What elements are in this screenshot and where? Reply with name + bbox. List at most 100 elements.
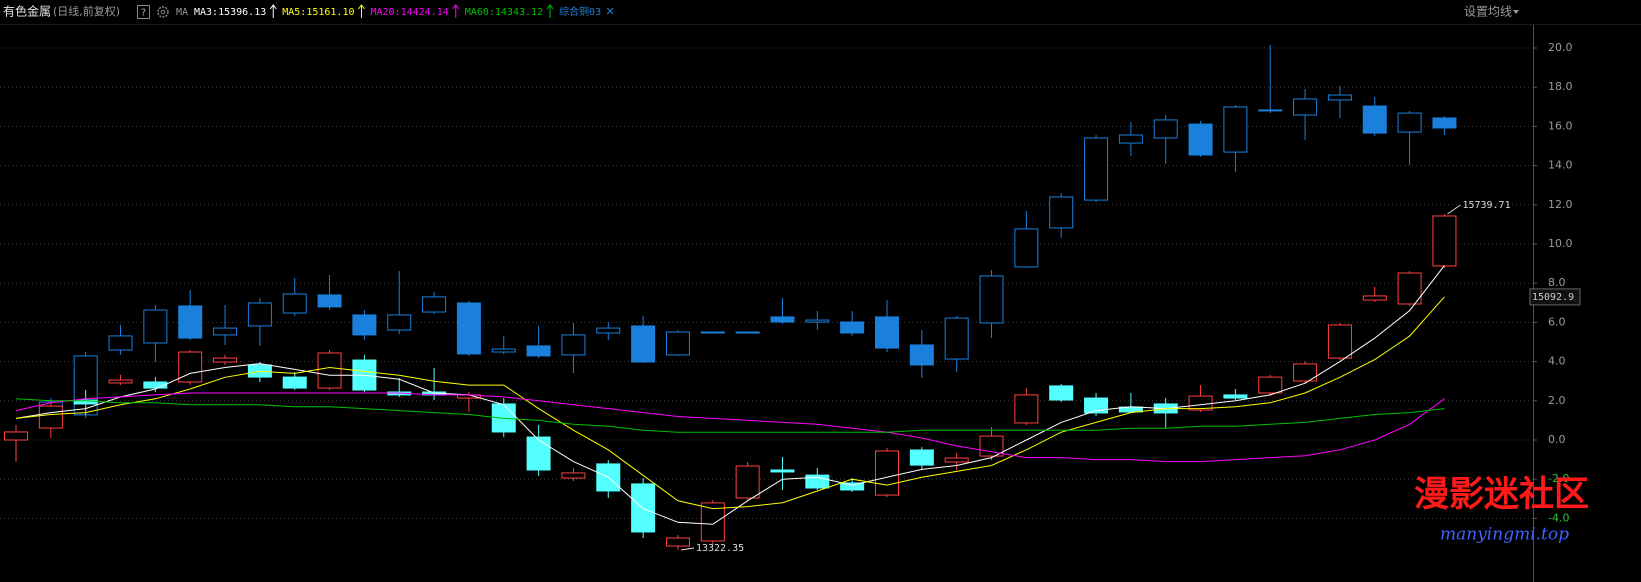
legend-arrow [269,4,277,18]
candle-body [665,537,690,547]
candle-body [1397,272,1422,305]
candle-body [979,275,1004,324]
candle-body [317,294,342,308]
candle-body [143,381,168,389]
candle-body [909,449,934,466]
candle-body [1223,106,1248,153]
last-price-box [1529,288,1581,306]
candle-body [561,334,586,356]
settings-gear[interactable] [157,6,169,18]
candle-body [1049,385,1074,401]
y-tick-label: 6.0 [1548,315,1566,328]
candle-body [1014,394,1039,424]
y-tick-label: 12.0 [1548,198,1573,211]
legend-arrow [358,4,365,18]
annotation-label: 15739.71 [1462,200,1510,211]
watermark-url: manyingmi.top [1440,525,1569,545]
legend-arrow [452,4,460,18]
help-icon[interactable]: ? [141,8,146,19]
legend-arrow [546,4,554,18]
candle-body [561,472,586,479]
legend-entry: MA3:15396.13 [194,7,266,18]
candle-body [352,314,377,336]
annotation-arrow [1447,204,1461,215]
help-box[interactable] [137,5,150,19]
candle-body [770,316,795,323]
close-icon[interactable] [606,7,614,15]
legend-entry: MA60:14343.12 [465,7,543,18]
indicator-name: MA [176,7,188,18]
settings-label[interactable]: 设置均线 [1464,5,1512,19]
candle-body [143,309,168,344]
candle-body [1084,397,1109,414]
y-tick-label: 2.0 [1548,394,1566,407]
candle-body [1432,117,1457,129]
candle-body [178,305,203,339]
candle-body [1397,112,1422,133]
candle-body [735,331,760,334]
ma-line [15,265,1445,525]
candle-body [1362,105,1387,134]
y-tick-label: -2.0 [1548,472,1569,485]
candle-body [1258,376,1283,394]
candle-body [4,431,28,441]
candle-body [944,317,969,360]
candle-body [1362,295,1387,301]
candle-body [422,296,447,313]
candle-body [387,314,412,331]
candle-body [875,316,899,349]
candle-body [178,351,203,383]
candle-body [526,345,551,357]
ma-line [15,296,1445,510]
annotation-label: 13322.35 [696,543,744,554]
y-tick-label: 8.0 [1548,276,1566,289]
y-tick-label: -4.0 [1548,511,1569,524]
candle-body [631,483,656,533]
candle-body [1293,98,1318,116]
legend-entry: MA20:14424.14 [371,7,449,18]
candle-body [1049,196,1074,229]
candle-body [631,325,656,363]
candle-body [1327,324,1352,359]
chart-title: 有色金属 [3,4,51,19]
candle-body [38,405,63,429]
candle-body [700,502,725,542]
dropdown-arrow[interactable] [1513,10,1519,14]
candle-body [770,469,795,473]
y-tick-label: 10.0 [1548,237,1573,250]
legend-entry: MA5:15161.10 [282,7,354,18]
candle-body [840,482,865,491]
candle-body [1258,109,1283,112]
ma-line [15,392,1445,463]
candle-body [213,357,238,363]
candle-body [282,376,307,389]
watermark-title: 漫影迷社区 [1414,475,1589,515]
candle-body [805,319,830,323]
candle-body [73,399,98,405]
candle-body [1188,123,1213,156]
chart-subtitle: (日线,前复权) [53,4,120,18]
y-tick-label: 0.0 [1548,433,1566,446]
y-tick-label: 16.0 [1548,119,1573,132]
candle-body [909,344,934,366]
candle-body [700,331,725,334]
candle-body [735,465,760,499]
candle-body [108,379,133,384]
y-tick-label: 20.0 [1548,41,1573,54]
candle-body [1153,119,1178,139]
candle-body [665,331,690,356]
candle-body [247,302,272,327]
candle-body [526,436,551,471]
y-tick-label: 4.0 [1548,355,1566,368]
candle-body [1084,137,1109,201]
candle-body [840,321,865,334]
candle-body [944,457,969,463]
last-price-label: 15092.9 [1532,292,1574,303]
candle-body [1432,215,1457,267]
candle-body [1293,363,1318,382]
legend-entry: 综合铜03 [559,5,601,18]
candle-body [1118,134,1143,144]
y-tick-label: 18.0 [1548,80,1573,93]
